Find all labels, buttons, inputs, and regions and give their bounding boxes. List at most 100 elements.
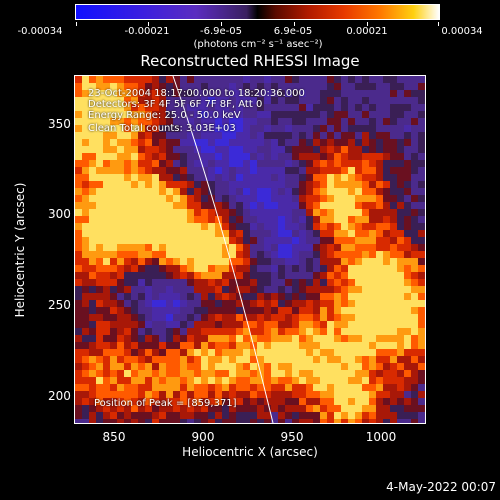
image-pixel — [222, 160, 229, 167]
image-pixel — [187, 384, 194, 391]
image-pixel — [376, 342, 383, 349]
image-pixel — [110, 377, 117, 384]
image-pixel — [348, 132, 355, 139]
image-pixel — [299, 153, 306, 160]
image-pixel — [355, 111, 362, 118]
image-pixel — [397, 153, 404, 160]
image-pixel — [201, 83, 208, 90]
image-pixel — [404, 328, 411, 335]
image-pixel — [117, 209, 124, 216]
image-pixel — [362, 104, 369, 111]
image-pixel — [159, 293, 166, 300]
image-pixel — [138, 139, 145, 146]
image-pixel — [313, 132, 320, 139]
image-pixel — [306, 111, 313, 118]
image-pixel — [103, 167, 110, 174]
image-pixel — [257, 139, 264, 146]
image-pixel — [320, 349, 327, 356]
image-pixel — [306, 349, 313, 356]
image-pixel — [271, 398, 278, 405]
image-pixel — [187, 370, 194, 377]
image-pixel — [236, 97, 243, 104]
image-pixel — [362, 419, 369, 423]
image-pixel — [229, 160, 236, 167]
image-pixel — [145, 370, 152, 377]
image-pixel — [271, 104, 278, 111]
image-pixel — [96, 90, 103, 97]
image-pixel — [166, 146, 173, 153]
image-pixel — [208, 76, 215, 83]
image-pixel — [117, 216, 124, 223]
image-pixel — [138, 167, 145, 174]
image-pixel — [145, 251, 152, 258]
image-pixel — [411, 230, 418, 237]
image-pixel — [138, 321, 145, 328]
image-pixel — [173, 111, 180, 118]
image-pixel — [355, 300, 362, 307]
image-pixel — [362, 384, 369, 391]
image-pixel — [278, 118, 285, 125]
image-pixel — [257, 356, 264, 363]
image-pixel — [208, 363, 215, 370]
image-pixel — [292, 300, 299, 307]
image-pixel — [348, 174, 355, 181]
image-pixel — [369, 286, 376, 293]
image-pixel — [355, 167, 362, 174]
image-pixel — [313, 265, 320, 272]
image-pixel — [313, 384, 320, 391]
image-pixel — [362, 391, 369, 398]
image-pixel — [96, 209, 103, 216]
image-pixel — [292, 398, 299, 405]
image-pixel — [243, 335, 250, 342]
image-pixel — [180, 118, 187, 125]
image-pixel — [278, 237, 285, 244]
image-pixel — [96, 111, 103, 118]
image-pixel — [180, 279, 187, 286]
image-pixel — [369, 132, 376, 139]
image-pixel — [411, 265, 418, 272]
image-pixel — [215, 167, 222, 174]
image-pixel — [348, 223, 355, 230]
detectors-text: Detectors: 3F 4F 5F 6F 7F 8F, Att 0 — [88, 99, 263, 110]
image-pixel — [131, 132, 138, 139]
image-pixel — [334, 111, 341, 118]
image-pixel — [208, 104, 215, 111]
image-pixel — [250, 258, 257, 265]
image-pixel — [145, 314, 152, 321]
image-pixel — [187, 195, 194, 202]
image-pixel — [187, 188, 194, 195]
image-pixel — [201, 125, 208, 132]
image-pixel — [264, 244, 271, 251]
image-pixel — [152, 419, 159, 423]
image-pixel — [103, 118, 110, 125]
image-pixel — [292, 279, 299, 286]
image-pixel — [187, 174, 194, 181]
image-pixel — [82, 97, 89, 104]
image-pixel — [96, 167, 103, 174]
image-pixel — [152, 300, 159, 307]
image-pixel — [243, 174, 250, 181]
image-pixel — [187, 153, 194, 160]
image-pixel — [166, 363, 173, 370]
image-pixel — [327, 167, 334, 174]
image-pixel — [152, 83, 159, 90]
image-pixel — [194, 181, 201, 188]
image-pixel — [208, 419, 215, 423]
image-pixel — [404, 265, 411, 272]
image-pixel — [355, 230, 362, 237]
image-pixel — [75, 160, 82, 167]
image-pixel — [299, 181, 306, 188]
image-pixel — [124, 391, 131, 398]
image-pixel — [117, 279, 124, 286]
image-pixel — [313, 209, 320, 216]
image-pixel — [110, 419, 117, 423]
image-pixel — [369, 356, 376, 363]
image-pixel — [201, 370, 208, 377]
image-pixel — [103, 223, 110, 230]
image-pixel — [215, 363, 222, 370]
image-pixel — [264, 342, 271, 349]
image-pixel — [180, 160, 187, 167]
image-pixel — [208, 230, 215, 237]
image-pixel — [348, 412, 355, 419]
image-pixel — [103, 377, 110, 384]
